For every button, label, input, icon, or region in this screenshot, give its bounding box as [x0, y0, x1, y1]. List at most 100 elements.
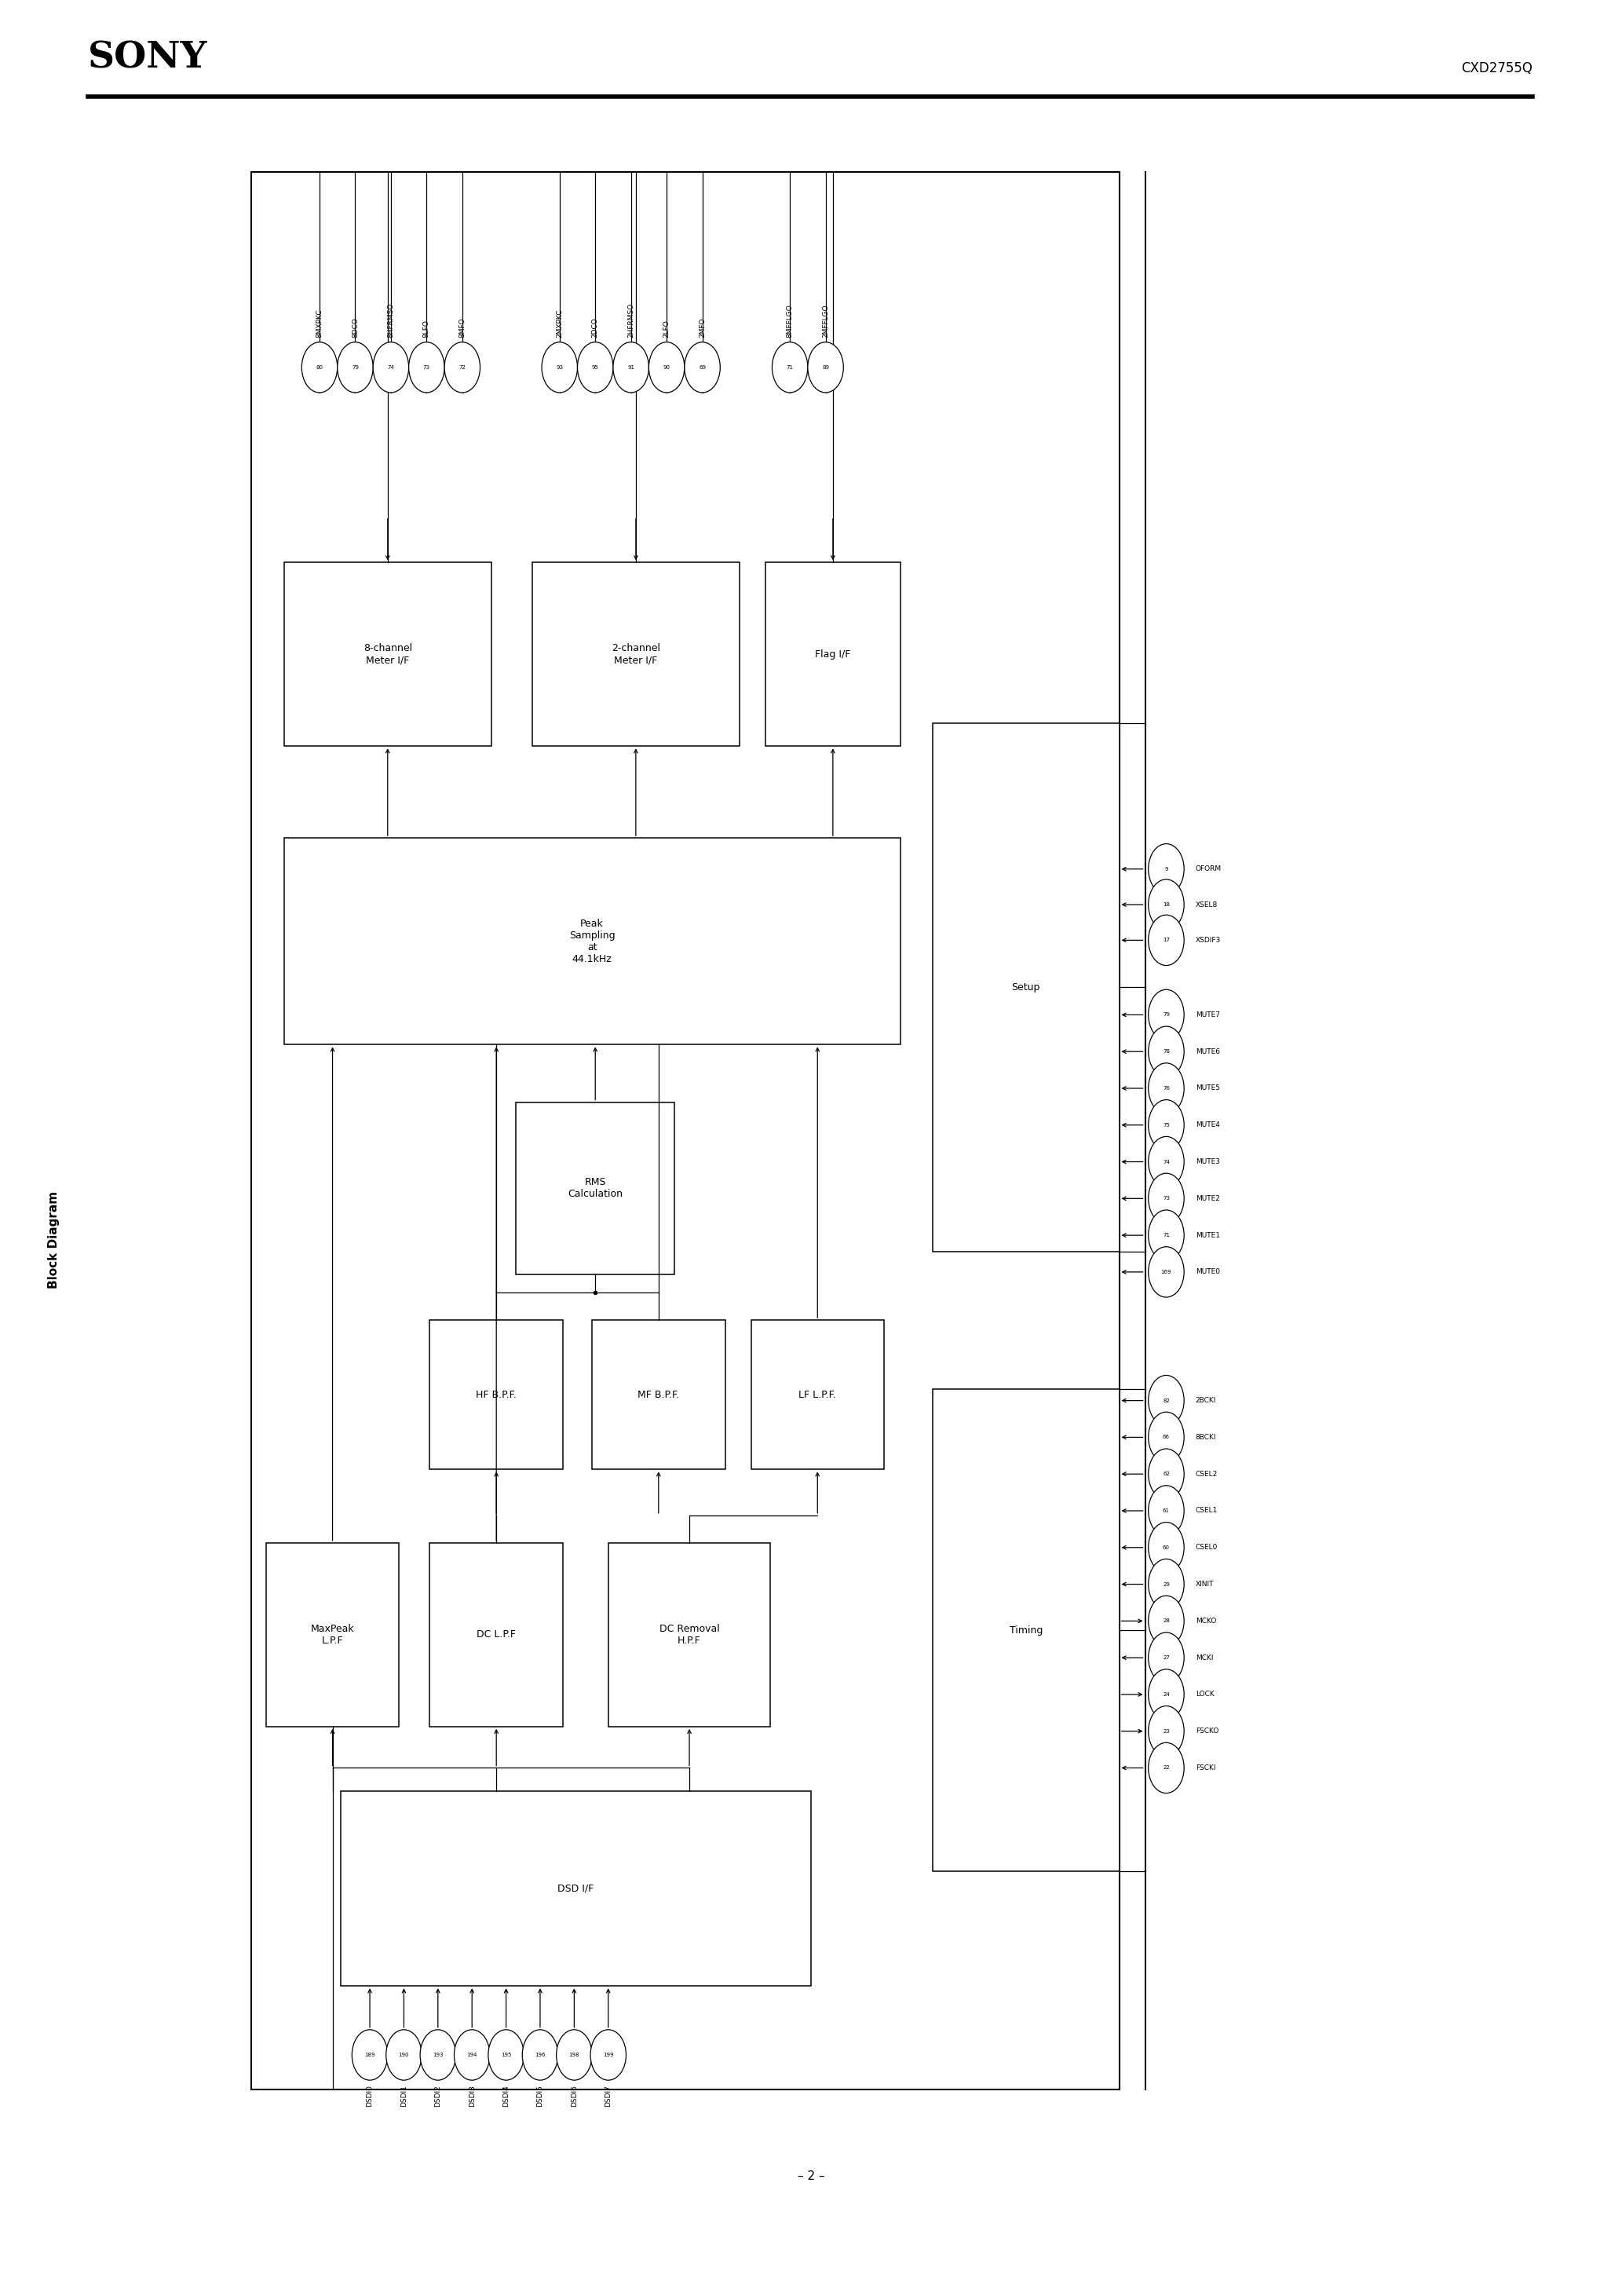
Text: 93: 93 [556, 365, 563, 370]
Text: XINIT: XINIT [1195, 1580, 1213, 1589]
Circle shape [808, 342, 843, 393]
Text: MF B.P.F.: MF B.P.F. [637, 1389, 680, 1401]
Bar [430, 1543, 563, 1727]
Text: Timing: Timing [1009, 1626, 1043, 1635]
Circle shape [337, 342, 373, 393]
Circle shape [373, 342, 409, 393]
Text: 189: 189 [365, 2053, 375, 2057]
Text: 2LFO: 2LFO [663, 319, 670, 338]
Text: 74: 74 [388, 365, 394, 370]
Text: 27: 27 [1163, 1655, 1169, 1660]
Text: Flag I/F: Flag I/F [816, 650, 850, 659]
Bar [341, 1791, 811, 1986]
Text: 8LFO: 8LFO [423, 319, 430, 338]
Bar [251, 172, 1119, 2089]
Text: 2DCO: 2DCO [592, 317, 599, 338]
Text: MUTE4: MUTE4 [1195, 1120, 1220, 1130]
Circle shape [1148, 1449, 1184, 1499]
Circle shape [1148, 1063, 1184, 1114]
Text: DSDI6: DSDI6 [571, 2085, 577, 2108]
Text: MUTE0: MUTE0 [1195, 1267, 1220, 1277]
Text: 195: 195 [501, 2053, 511, 2057]
Bar [933, 1389, 1119, 1871]
Text: 28: 28 [1163, 1619, 1169, 1623]
Circle shape [1148, 1596, 1184, 1646]
Text: 8HFRMSO: 8HFRMSO [388, 303, 394, 338]
Text: 89: 89 [822, 365, 829, 370]
Bar [284, 838, 900, 1045]
Text: 73: 73 [423, 365, 430, 370]
Text: 90: 90 [663, 365, 670, 370]
Circle shape [522, 2030, 558, 2080]
Text: 2BCKI: 2BCKI [1195, 1396, 1216, 1405]
Text: MCKI: MCKI [1195, 1653, 1213, 1662]
Circle shape [386, 2030, 422, 2080]
Circle shape [1148, 1412, 1184, 1463]
Circle shape [1148, 1100, 1184, 1150]
Circle shape [1148, 1632, 1184, 1683]
Circle shape [772, 342, 808, 393]
Text: 2MFO: 2MFO [699, 317, 706, 338]
Circle shape [1148, 990, 1184, 1040]
Text: MUTE7: MUTE7 [1195, 1010, 1220, 1019]
Text: 82: 82 [1163, 1398, 1169, 1403]
Bar [516, 1102, 675, 1274]
Text: 61: 61 [1163, 1508, 1169, 1513]
Text: 95: 95 [592, 365, 599, 370]
Bar [430, 1320, 563, 1469]
Circle shape [1148, 1210, 1184, 1261]
Bar [751, 1320, 884, 1469]
Circle shape [1148, 1375, 1184, 1426]
Text: DSDI7: DSDI7 [605, 2085, 611, 2108]
Bar [592, 1320, 725, 1469]
Text: 91: 91 [628, 365, 634, 370]
Text: 199: 199 [603, 2053, 613, 2057]
Circle shape [613, 342, 649, 393]
Text: 79: 79 [352, 365, 358, 370]
Text: 80: 80 [316, 365, 323, 370]
Text: 9: 9 [1165, 866, 1168, 872]
Text: RMS
Calculation: RMS Calculation [568, 1178, 623, 1199]
Circle shape [1148, 1247, 1184, 1297]
Text: LF L.P.F.: LF L.P.F. [798, 1389, 837, 1401]
Circle shape [1148, 1137, 1184, 1187]
Text: DC Removal
H.P.F: DC Removal H.P.F [659, 1623, 720, 1646]
Text: OFORM: OFORM [1195, 866, 1221, 872]
Circle shape [1148, 1486, 1184, 1536]
Text: MUTE3: MUTE3 [1195, 1157, 1220, 1166]
Text: CSEL2: CSEL2 [1195, 1469, 1218, 1479]
Circle shape [1148, 1706, 1184, 1756]
Circle shape [454, 2030, 490, 2080]
Text: 8-channel
Meter I/F: 8-channel Meter I/F [363, 643, 412, 666]
Text: 23: 23 [1163, 1729, 1169, 1733]
Text: DSDI5: DSDI5 [537, 2085, 543, 2108]
Text: 71: 71 [787, 365, 793, 370]
Text: MUTE6: MUTE6 [1195, 1047, 1220, 1056]
Text: 194: 194 [467, 2053, 477, 2057]
Text: DSDI3: DSDI3 [469, 2085, 475, 2108]
Circle shape [542, 342, 577, 393]
Text: 76: 76 [1163, 1086, 1169, 1091]
Text: 2MXPKC: 2MXPKC [556, 310, 563, 338]
Text: XSEL8: XSEL8 [1195, 900, 1218, 909]
Text: 17: 17 [1163, 937, 1169, 944]
Text: FSCKI: FSCKI [1195, 1763, 1215, 1773]
Text: 72: 72 [459, 365, 466, 370]
Text: Peak
Sampling
at
44.1kHz: Peak Sampling at 44.1kHz [569, 918, 615, 964]
Text: 79: 79 [1163, 1013, 1169, 1017]
Text: 8MXPKC: 8MXPKC [316, 308, 323, 338]
Text: 74: 74 [1163, 1159, 1169, 1164]
Text: 196: 196 [535, 2053, 545, 2057]
Text: 62: 62 [1163, 1472, 1169, 1476]
Text: DC L.P.F: DC L.P.F [477, 1630, 516, 1639]
Text: SONY: SONY [88, 39, 208, 76]
Text: MUTE2: MUTE2 [1195, 1194, 1220, 1203]
Text: 24: 24 [1163, 1692, 1169, 1697]
Bar [766, 563, 900, 746]
Text: 69: 69 [699, 365, 706, 370]
Bar [608, 1543, 770, 1727]
Text: DSDI1: DSDI1 [401, 2085, 407, 2108]
Bar [284, 563, 491, 746]
Text: DSDI0: DSDI0 [367, 2085, 373, 2108]
Text: DSDI2: DSDI2 [435, 2085, 441, 2105]
